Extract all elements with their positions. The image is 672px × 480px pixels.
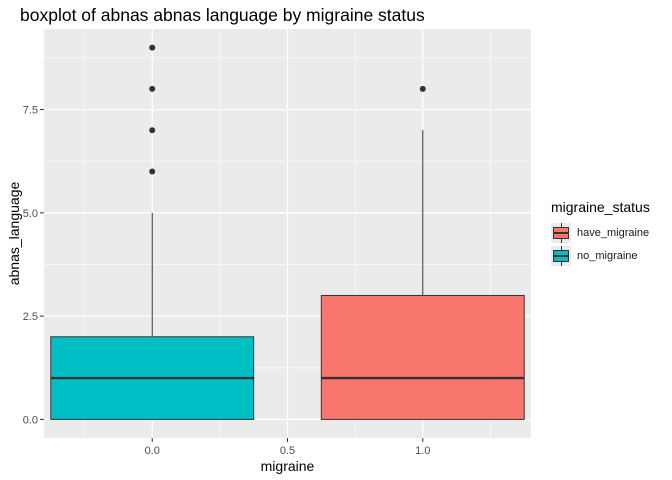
y-tick-label: 7.5 [23,105,38,117]
outlier-point [149,85,156,92]
x-tick-label: 0.5 [280,445,295,457]
y-tick-label: 2.5 [23,311,38,323]
legend-key-no-migraine [551,245,571,266]
box-have_migraine [320,85,525,420]
outlier-point [149,168,156,175]
y-tick-label: 0.0 [23,414,38,426]
chart-title: boxplot of abnas abnas language by migra… [20,5,425,25]
outlier-point [419,85,426,92]
outlier-point [149,44,156,51]
x-tick-label: 0.0 [145,445,160,457]
y-tick-label: 5.0 [23,208,38,220]
legend-item-have-migraine: have_migraine [551,221,650,244]
y-axis-label: abnas_language [6,182,22,286]
box-no_migraine [50,44,255,420]
box-body [320,294,525,420]
legend-key-have-migraine [551,222,571,243]
legend-title: migraine_status [551,199,650,215]
boxplot-series [50,44,525,420]
legend-label-have-migraine: have_migraine [577,226,650,239]
outlier-point [149,127,156,134]
axes: 0.0 2.5 5.0 7.5 0.0 0.5 1.0 [23,105,431,457]
legend-item-no-migraine: no_migraine [551,244,650,267]
x-axis-label: migraine [261,458,315,474]
legend: migraine_status have_migraine no_migrain… [551,199,650,267]
x-tick-label: 1.0 [415,445,430,457]
legend-label-no-migraine: no_migraine [577,249,638,262]
